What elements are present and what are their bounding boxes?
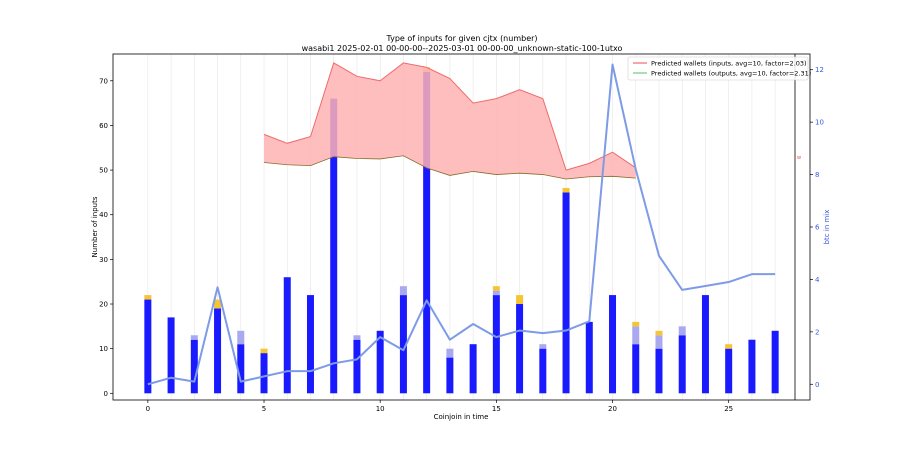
bar-segment-1 xyxy=(399,286,407,296)
y2-tick-label: 2 xyxy=(815,328,819,336)
bar-segment-1 xyxy=(190,335,198,340)
bar-segment-0 xyxy=(353,339,361,394)
bar-segment-0 xyxy=(167,317,175,394)
band-area xyxy=(264,62,636,180)
x-tick-label: 20 xyxy=(608,405,617,413)
bar-segment-0 xyxy=(632,344,640,394)
bar-segment-0 xyxy=(283,277,291,394)
y-axis-label: Number of inputs xyxy=(91,196,99,257)
bar-segment-2 xyxy=(516,295,524,305)
bar-segment-0 xyxy=(144,299,152,394)
y2-axis-label: btc in mix xyxy=(823,210,831,245)
bars xyxy=(144,67,779,394)
bar-segment-1 xyxy=(655,335,663,349)
y-tick-label: 60 xyxy=(99,122,108,130)
legend: Predicted wallets (inputs, avg=10, facto… xyxy=(627,56,811,81)
y-tick-label: 30 xyxy=(99,256,108,264)
x-tick-label: 10 xyxy=(376,405,385,413)
y-tick-label: 40 xyxy=(99,211,108,219)
bar-segment-0 xyxy=(492,295,500,394)
band-lower-line xyxy=(263,155,636,180)
y2-tick-label: 8 xyxy=(815,171,819,179)
x-tick-label: 0 xyxy=(146,405,150,413)
bar-segment-0 xyxy=(701,295,709,394)
prediction-band xyxy=(263,62,637,180)
bar-segment-1 xyxy=(446,348,454,358)
y-tick-label: 50 xyxy=(99,167,108,175)
bar-segment-2 xyxy=(632,321,640,327)
btc-line xyxy=(147,63,776,386)
bar-segment-0 xyxy=(330,98,338,394)
bar-segment-0 xyxy=(306,295,314,394)
bar-segment-0 xyxy=(260,353,268,394)
bar-segment-0 xyxy=(190,339,198,394)
bar-segment-0 xyxy=(562,192,570,394)
x-tick-label: 25 xyxy=(724,405,733,413)
bar-segment-0 xyxy=(725,348,733,394)
y2-axis: 0 2 4 6 8 10 12 xyxy=(810,66,824,389)
bar-segment-2 xyxy=(562,187,570,193)
bar-segment-1 xyxy=(353,335,361,340)
bar-segment-0 xyxy=(748,339,756,394)
y-tick-label: 20 xyxy=(99,301,108,309)
btc-line-path xyxy=(147,63,776,386)
y2-tick-label: 12 xyxy=(815,66,824,74)
chart-title: Type of inputs for given cjtx (number) xyxy=(385,34,537,43)
bar-segment-0 xyxy=(399,295,407,394)
chart-subtitle: wasabi1 2025-02-01 00-00-00--2025-03-01 … xyxy=(302,44,623,53)
y2-tick-label: 4 xyxy=(815,276,820,284)
x-tick-label: 15 xyxy=(492,405,501,413)
bar-segment-2 xyxy=(144,295,152,300)
bar-segment-0 xyxy=(655,348,663,394)
y-tick-label: 70 xyxy=(99,77,108,85)
bar-segment-1 xyxy=(678,326,686,336)
bar-segment-0 xyxy=(678,335,686,394)
bar-segment-1 xyxy=(492,290,500,296)
bar-segment-2 xyxy=(725,344,733,349)
bar-segment-1 xyxy=(539,344,547,349)
bar-segment-0 xyxy=(516,304,524,394)
band-upper-line xyxy=(263,62,637,171)
legend-label-outputs: Predicted wallets (outputs, avg=10, fact… xyxy=(651,70,811,78)
bar-segment-0 xyxy=(609,295,617,394)
bar-segment-2 xyxy=(492,286,500,291)
bar-segment-0 xyxy=(376,330,384,394)
bar-segment-0 xyxy=(446,357,454,394)
bar-segment-1 xyxy=(632,326,640,345)
bar-segment-0 xyxy=(539,348,547,394)
y-tick-label: 10 xyxy=(99,345,108,353)
bar-segment-0 xyxy=(469,344,477,394)
legend-label-inputs: Predicted wallets (inputs, avg=10, facto… xyxy=(651,60,807,68)
bar-segment-0 xyxy=(771,330,779,394)
x-tick-label: 5 xyxy=(262,405,266,413)
bar-segment-2 xyxy=(260,348,268,354)
bar-segment-0 xyxy=(214,308,222,394)
legend-box xyxy=(627,56,809,81)
bar-segment-1 xyxy=(237,330,245,345)
y2-tick-label: 0 xyxy=(815,381,819,389)
x-axis-label: Coinjoin in time xyxy=(434,413,489,421)
bar-segment-2 xyxy=(655,330,663,336)
y-axis: 0 10 20 30 40 50 60 70 xyxy=(99,77,113,398)
y-tick-label: 0 xyxy=(104,390,108,398)
x-axis: 0 5 10 15 20 25 xyxy=(146,400,733,413)
bar-segment-0 xyxy=(237,344,245,394)
mid-axis-label: w xyxy=(797,155,801,161)
bar-segment-2 xyxy=(214,299,222,309)
bar-segment-0 xyxy=(585,321,593,394)
y2-tick-label: 10 xyxy=(815,119,824,127)
y2-tick-label: 6 xyxy=(815,224,820,232)
bar-segment-0 xyxy=(423,71,431,394)
